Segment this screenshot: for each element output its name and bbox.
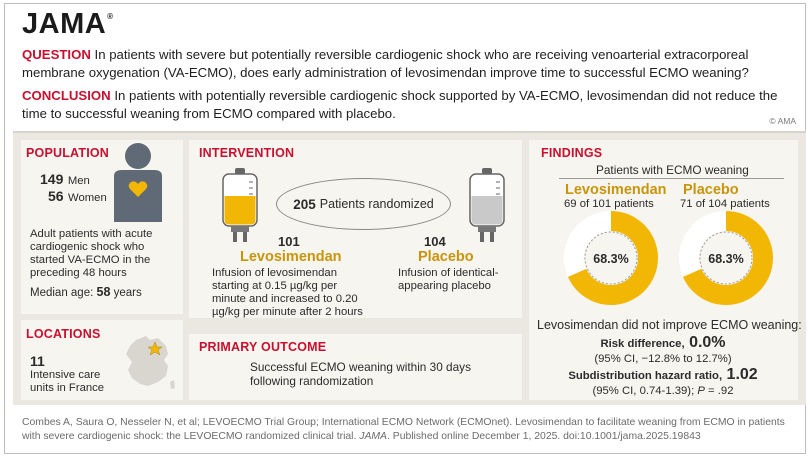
placebo-donut-slice (679, 211, 773, 305)
donut-chart-levosimendan (564, 211, 658, 305)
iv-bag-icon (469, 168, 505, 242)
arm-levosimendan-count: 101 (278, 234, 300, 249)
primary-outcome-text: Successful ECMO weaning within 30 days f… (250, 360, 471, 388)
median-age-value: 58 (96, 285, 111, 299)
star-icon (147, 341, 163, 356)
median-age-unit: years (113, 287, 142, 299)
findings-placebo-name: Placebo (683, 182, 739, 198)
median-age-label: Median age: (30, 287, 94, 299)
citation-text: Combes A, Saura O, Nesseler N, et al; LE… (22, 417, 785, 442)
jama-logo: JAMA® (22, 8, 114, 40)
france-map-icon (126, 336, 175, 389)
women-stat: 56 Women (48, 188, 107, 206)
citation-details: . Published online December 1, 2025. doi… (386, 431, 701, 442)
heart-icon (128, 181, 148, 197)
population-description: Adult patients with acute cardiogenic sh… (30, 228, 153, 279)
question-text: In patients with severe but potentially … (22, 47, 749, 80)
median-age: Median age: 58 years (30, 285, 142, 299)
hazard-ratio-p-value: = .92 (708, 385, 734, 397)
men-label: Men (67, 175, 90, 187)
men-stat: 149 Men (40, 171, 90, 189)
primary-outcome-title: PRIMARY OUTCOME (199, 340, 327, 354)
findings-placebo-detail: 71 of 104 patients (680, 198, 770, 210)
risk-difference-ci: (95% CI, −12.8% to 12.7%) (594, 353, 732, 365)
findings-title: FINDINGS (541, 146, 603, 160)
primary-outcome-card (189, 334, 522, 400)
question-label: QUESTION (22, 47, 91, 62)
hazard-ratio: Subdistribution hazard ratio, 1.02 (537, 366, 789, 384)
arm-levosimendan-name: Levosimendan (240, 249, 342, 265)
citation-footer: Combes A, Saura O, Nesseler N, et al; LE… (22, 416, 792, 444)
arm-levosimendan-description: Infusion of levosimendan starting at 0.1… (212, 267, 363, 318)
hazard-ratio-ci-text: (95% CI, 0.74-1.39); (592, 385, 695, 397)
hazard-ratio-label: Subdistribution hazard ratio, (568, 370, 723, 382)
findings-levosimendan-detail: 69 of 101 patients (564, 198, 654, 210)
levosimendan-donut-slice (564, 211, 658, 305)
citation-journal: JAMA (359, 431, 387, 442)
divider (13, 131, 806, 133)
locations-title: LOCATIONS (26, 327, 101, 341)
arm-placebo-count: 104 (424, 234, 446, 249)
risk-difference: Risk difference, 0.0% (537, 334, 789, 352)
locations-count: 11 (30, 353, 45, 369)
findings-subtitle: Patients with ECMO weaning (596, 163, 749, 177)
person-icon (114, 143, 162, 222)
population-card (21, 140, 183, 314)
findings-levosimendan-name: Levosimendan (565, 182, 667, 198)
donut-placebo-value: 68.3% (708, 252, 744, 266)
conclusion-block: CONCLUSION In patients with potentially … (22, 87, 792, 123)
question-block: QUESTION In patients with severe but pot… (22, 46, 792, 82)
population-title: POPULATION (26, 146, 110, 160)
randomized-label: Patients randomized (319, 197, 434, 211)
conclusion-text: In patients with potentially reversible … (22, 88, 778, 121)
risk-difference-value: 0.0% (689, 334, 726, 351)
risk-difference-label: Risk difference, (600, 338, 685, 350)
men-count: 149 (40, 171, 64, 187)
conclusion-label: CONCLUSION (22, 88, 111, 103)
locations-description: Intensive care units in France (30, 369, 105, 394)
hazard-ratio-value: 1.02 (726, 366, 758, 383)
intervention-title: INTERVENTION (199, 146, 295, 160)
randomized-ellipse: 205 Patients randomized (276, 178, 451, 230)
donut-levosimendan-value: 68.3% (593, 252, 629, 266)
hazard-ratio-ci: (95% CI, 0.74-1.39); P = .92 (537, 385, 789, 398)
findings-summary: Levosimendan did not improve ECMO weanin… (537, 318, 802, 332)
copyright: © AMA (769, 116, 796, 126)
levosimendan-donut-inner-ring (584, 231, 638, 285)
donut-chart-placebo (679, 211, 773, 305)
women-count: 56 (48, 188, 64, 204)
placebo-donut-inner-ring (699, 231, 753, 285)
iv-bag-icon (222, 168, 258, 242)
arm-placebo-description: Infusion of identical-appearing placebo (398, 267, 499, 292)
women-label: Women (68, 192, 107, 204)
randomized-count: 205 (293, 196, 316, 212)
findings-subtitle-rule (559, 178, 784, 179)
arm-placebo-name: Placebo (418, 249, 474, 265)
hazard-ratio-p-label: P (697, 385, 705, 397)
